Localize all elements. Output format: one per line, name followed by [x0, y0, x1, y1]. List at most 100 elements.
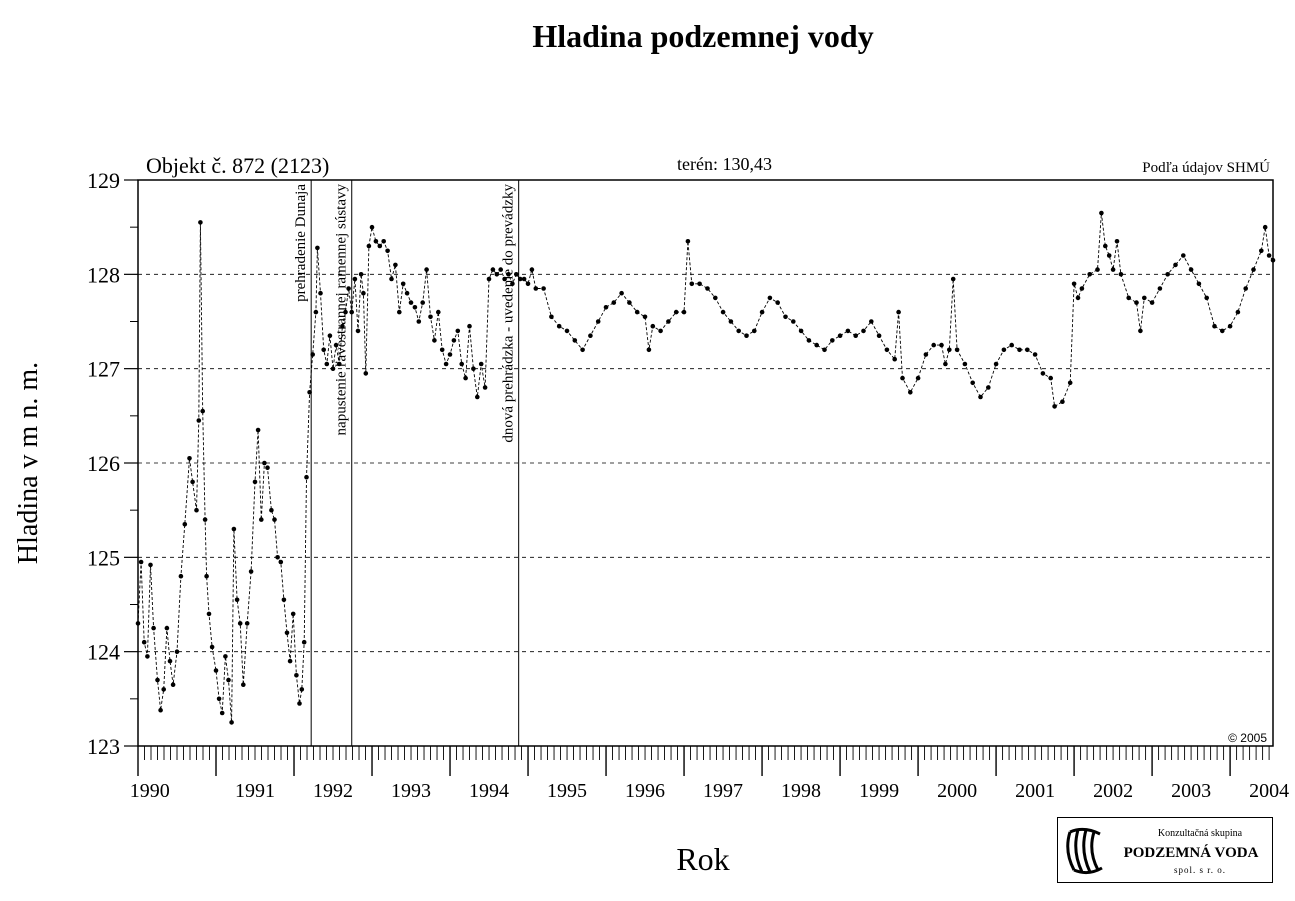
data-point [634, 309, 640, 315]
data-point [1212, 323, 1217, 329]
data-point [385, 248, 390, 254]
event-label: prehradenie Dunaja [293, 184, 309, 302]
data-point [595, 319, 601, 324]
data-point [791, 319, 796, 324]
data-point [915, 375, 921, 381]
data-point [377, 243, 383, 249]
data-point [1165, 272, 1170, 277]
data-point [190, 479, 195, 485]
data-point [1173, 262, 1178, 268]
data-point [1071, 281, 1077, 287]
data-point [1110, 267, 1116, 272]
data-point [170, 682, 176, 687]
data-point [506, 272, 511, 277]
data-point [1227, 323, 1233, 329]
data-point [145, 654, 150, 659]
data-point [459, 361, 465, 367]
x-tick-label: 2003 [1171, 780, 1211, 802]
data-point [324, 361, 330, 367]
data-point [744, 333, 749, 339]
data-point [424, 267, 429, 272]
data-point [234, 597, 240, 603]
data-point [223, 654, 228, 659]
data-point [798, 328, 804, 334]
data-point [697, 281, 702, 287]
data-point [588, 333, 593, 339]
data-point [572, 338, 578, 343]
data-point [369, 224, 375, 230]
event-markers: prehradenie Dunaja napustenie ľavostranne… [293, 180, 520, 746]
data-point [962, 361, 968, 367]
data-point [259, 517, 264, 522]
data-point [389, 276, 394, 282]
data-point [352, 276, 358, 282]
data-point [923, 352, 929, 357]
data-point [611, 300, 617, 305]
y-tick-label: 127 [87, 357, 120, 382]
data-point [646, 347, 652, 353]
data-point [404, 290, 410, 296]
data-point [482, 385, 488, 390]
data-point [896, 309, 901, 315]
data-point [412, 305, 418, 310]
data-point [1025, 347, 1030, 353]
x-tick-label: 1999 [859, 780, 899, 802]
data-point [148, 562, 153, 568]
data-point [315, 245, 320, 251]
data-point [533, 286, 539, 291]
data-point [447, 352, 453, 357]
data-point [1243, 286, 1248, 291]
data-point [490, 267, 496, 272]
data-point [366, 243, 372, 249]
data-point [861, 328, 866, 334]
data-point [759, 309, 765, 315]
series-line [137, 212, 1274, 723]
data-point [363, 371, 369, 376]
data-point [381, 239, 387, 244]
data-point [986, 385, 991, 390]
data-point [517, 276, 523, 282]
data-point [720, 309, 726, 315]
data-point [187, 456, 192, 461]
data-point [502, 276, 507, 282]
data-series [135, 210, 1276, 725]
x-tick-label: 1996 [625, 780, 665, 802]
data-point [231, 526, 237, 532]
data-point [529, 267, 535, 272]
data-point [1235, 309, 1241, 315]
data-point [416, 319, 422, 324]
data-point [884, 347, 890, 353]
copyright-label: © 2005 [1228, 731, 1267, 745]
data-point [206, 611, 212, 617]
data-point [931, 342, 936, 348]
data-point [278, 559, 284, 565]
data-point [1259, 248, 1264, 254]
event-label: dnová prehrádzka - uvedenie do prevádzky [501, 184, 517, 443]
data-point [439, 347, 445, 353]
data-point [265, 465, 270, 471]
data-point [408, 300, 414, 305]
data-point [226, 677, 231, 683]
data-point [397, 309, 402, 315]
data-point [993, 361, 999, 367]
data-point [775, 300, 780, 305]
data-point [194, 507, 199, 513]
data-point [297, 701, 302, 706]
data-point [475, 394, 480, 400]
data-point [301, 639, 307, 645]
data-point [1134, 300, 1139, 305]
data-point [478, 361, 484, 367]
data-point [869, 319, 874, 324]
data-point [275, 555, 280, 560]
data-point [281, 597, 287, 603]
data-point [237, 621, 243, 626]
data-point [642, 314, 648, 320]
data-point [1095, 267, 1100, 272]
data-point [141, 639, 147, 645]
data-point [318, 290, 323, 296]
data-point [443, 361, 449, 367]
data-point [307, 390, 312, 395]
logo-company-name: PODZEMNÁ VODA [1123, 845, 1259, 861]
data-point [349, 309, 355, 315]
data-point [549, 314, 554, 320]
